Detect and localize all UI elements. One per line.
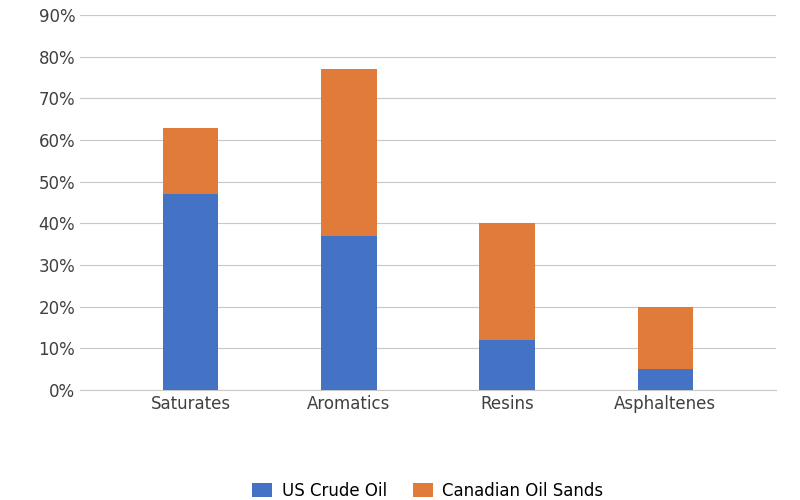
Bar: [163, 128, 218, 194]
Bar: [163, 194, 218, 390]
Bar: [638, 369, 693, 390]
Bar: [479, 340, 534, 390]
Legend: US Crude Oil, Canadian Oil Sands: US Crude Oil, Canadian Oil Sands: [244, 474, 612, 500]
Bar: [479, 224, 534, 340]
Bar: [638, 306, 693, 369]
Bar: [322, 236, 377, 390]
Bar: [322, 69, 377, 236]
